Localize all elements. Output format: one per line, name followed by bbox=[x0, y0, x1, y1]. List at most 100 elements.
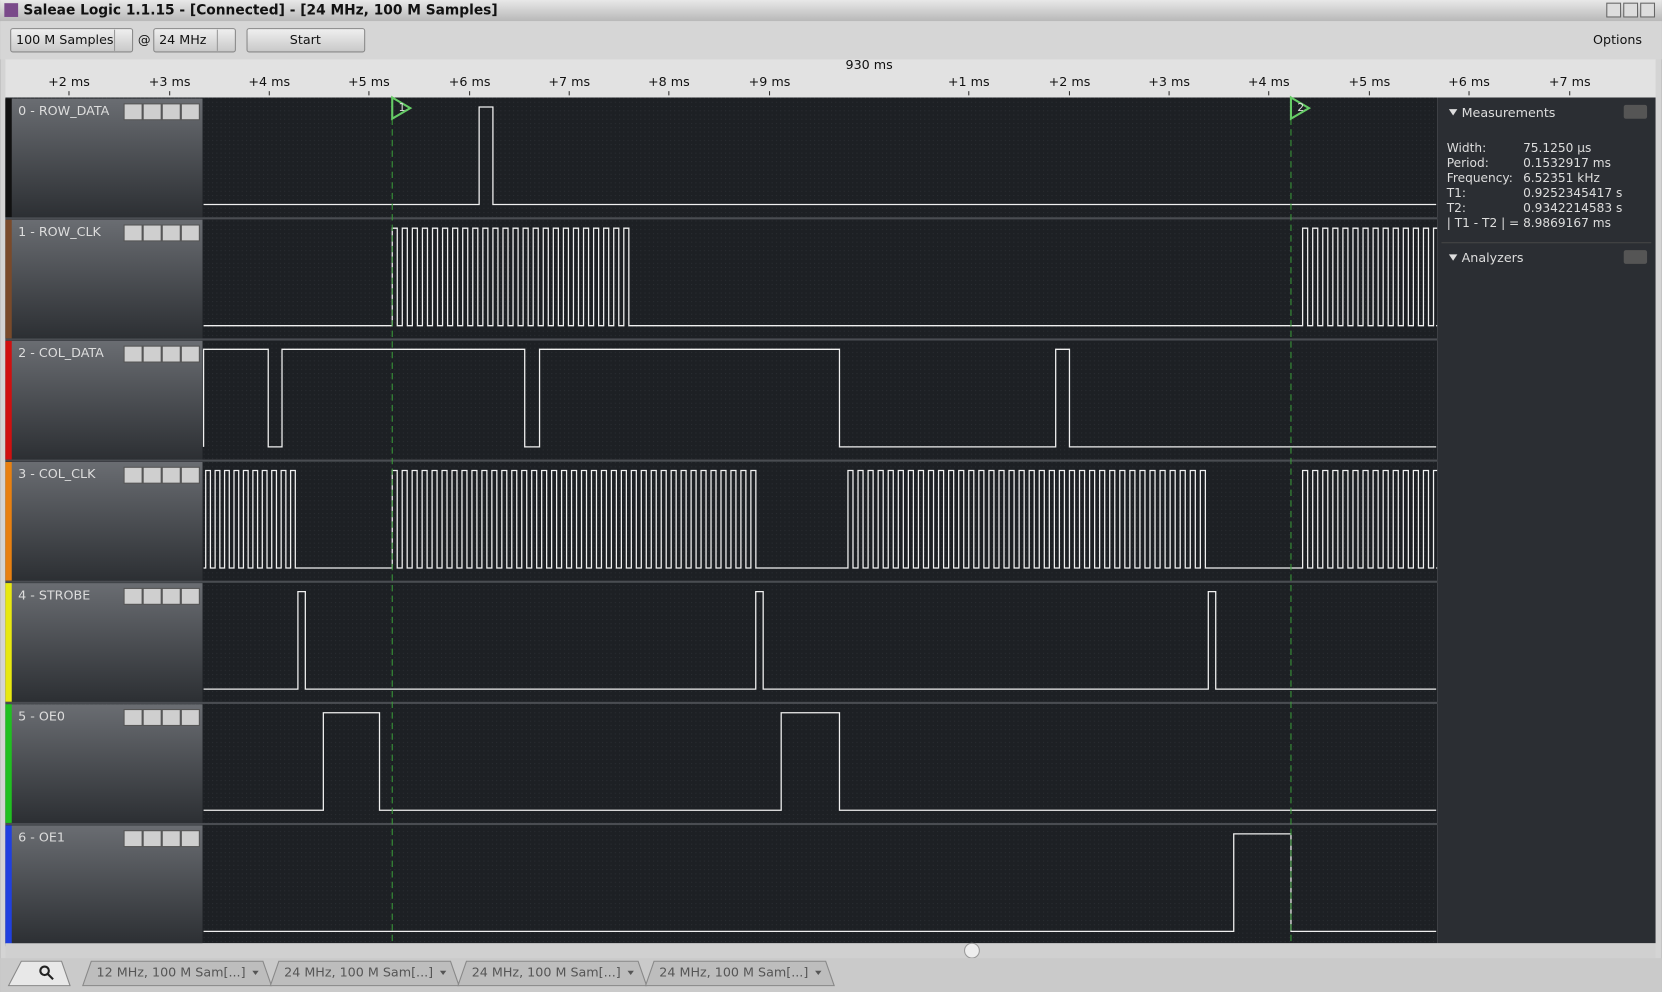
capture-tab[interactable] bbox=[457, 960, 648, 987]
channel-name: 2 - COL_DATA bbox=[18, 345, 104, 360]
tab-label: 12 MHz, 100 M Sam[...] bbox=[97, 964, 246, 979]
tab-dropdown[interactable] bbox=[439, 970, 447, 976]
channel-color-stripe bbox=[5, 98, 12, 218]
ruler-tick-label: +4 ms bbox=[1248, 74, 1290, 89]
tab-dropdown[interactable] bbox=[252, 970, 259, 976]
capture-tab[interactable] bbox=[644, 960, 835, 987]
ruler-tick-label: +2 ms bbox=[48, 74, 90, 89]
trigger-button[interactable] bbox=[142, 224, 162, 242]
waveform bbox=[203, 469, 1440, 569]
channel-row: 0 - ROW_DATA bbox=[5, 98, 1438, 220]
separator bbox=[5, 217, 1438, 220]
waveform bbox=[203, 833, 1437, 933]
trigger-button[interactable] bbox=[161, 224, 181, 242]
channel-row: 1 - ROW_CLK bbox=[5, 219, 1440, 341]
title-bar bbox=[0, 0, 1662, 22]
marker-flag[interactable] bbox=[1289, 95, 1312, 121]
measurement-value: 8.9869167 ms bbox=[1523, 216, 1611, 230]
channel-color-stripe bbox=[5, 825, 12, 945]
trigger-button[interactable] bbox=[180, 345, 200, 363]
samples-dropdown[interactable] bbox=[10, 28, 134, 53]
trigger-button[interactable] bbox=[161, 345, 181, 363]
trigger-button[interactable] bbox=[123, 830, 143, 848]
channel-row: 3 - COL_CLK bbox=[5, 461, 1440, 583]
trigger-button[interactable] bbox=[161, 709, 181, 726]
trigger-button[interactable] bbox=[142, 103, 162, 121]
channel-row: 4 - STROBE bbox=[5, 583, 1438, 704]
channel-color-stripe bbox=[5, 461, 12, 581]
waveform bbox=[203, 227, 1440, 327]
channel-name: 1 - ROW_CLK bbox=[18, 224, 101, 239]
scroll-thumb[interactable] bbox=[964, 942, 980, 959]
measurement-label: T1: bbox=[1446, 186, 1466, 200]
ruler-tick-label: +7 ms bbox=[1549, 74, 1591, 89]
ruler-tick-label: +3 ms bbox=[149, 74, 191, 89]
separator bbox=[5, 338, 1438, 341]
tab-dropdown[interactable] bbox=[627, 970, 634, 976]
channel-color-stripe bbox=[5, 704, 12, 823]
settings-button[interactable] bbox=[1623, 104, 1648, 119]
trigger-button[interactable] bbox=[123, 709, 143, 726]
trigger-button[interactable] bbox=[180, 466, 200, 484]
channel-color-stripe bbox=[5, 583, 12, 702]
samples-value: 100 M Samples bbox=[16, 32, 114, 47]
waveform bbox=[203, 590, 1437, 690]
trigger-button[interactable] bbox=[142, 587, 162, 605]
trigger-button[interactable] bbox=[123, 466, 143, 484]
ruler-tick-label: +7 ms bbox=[548, 74, 590, 89]
measurement-label: Width: bbox=[1447, 141, 1486, 155]
trigger-button[interactable] bbox=[142, 345, 162, 363]
trigger-button[interactable] bbox=[142, 830, 162, 848]
collapse-arrow[interactable] bbox=[1448, 109, 1458, 116]
measurement-value: 75.1250 µs bbox=[1523, 141, 1591, 155]
trigger-button[interactable] bbox=[161, 466, 181, 484]
add-analyzer-button[interactable] bbox=[1623, 250, 1648, 264]
channel-name: 3 - COL_CLK bbox=[18, 466, 96, 481]
trigger-button[interactable] bbox=[123, 103, 143, 121]
tab-dropdown[interactable] bbox=[815, 970, 822, 976]
trigger-button[interactable] bbox=[161, 830, 181, 848]
trigger-button[interactable] bbox=[180, 103, 200, 121]
capture-tab[interactable] bbox=[82, 960, 273, 987]
separator bbox=[5, 580, 1438, 583]
trigger-button[interactable] bbox=[161, 587, 181, 605]
time-ruler bbox=[5, 59, 1656, 98]
marker-label: 2 bbox=[1297, 102, 1304, 114]
trigger-button[interactable] bbox=[180, 830, 200, 848]
trigger-button[interactable] bbox=[142, 466, 162, 484]
window-title: Saleae Logic 1.1.15 - [Connected] - [24 … bbox=[23, 3, 497, 19]
measurement-label: Period: bbox=[1447, 156, 1489, 170]
marker-flag[interactable] bbox=[391, 95, 413, 121]
measurements-title: Measurements bbox=[1462, 105, 1556, 120]
ruler-tick-label: +9 ms bbox=[749, 74, 791, 89]
trigger-button[interactable] bbox=[180, 224, 200, 242]
analyzers-title: Analyzers bbox=[1462, 250, 1524, 265]
search-tab[interactable] bbox=[7, 960, 71, 987]
channel-name: 5 - OE0 bbox=[18, 708, 65, 723]
window-controls[interactable] bbox=[1606, 2, 1656, 18]
trigger-button[interactable] bbox=[142, 709, 162, 726]
trigger-button[interactable] bbox=[123, 224, 143, 242]
trigger-button[interactable] bbox=[123, 345, 143, 363]
rate-dropdown[interactable] bbox=[153, 28, 236, 53]
channel-color-stripe bbox=[5, 340, 12, 460]
ruler-tick-label: +4 ms bbox=[248, 74, 290, 89]
trigger-button[interactable] bbox=[180, 709, 200, 726]
ruler-tick-label: +5 ms bbox=[1349, 74, 1391, 89]
channel-name: 4 - STROBE bbox=[18, 587, 90, 602]
trigger-button[interactable] bbox=[180, 587, 200, 605]
separator bbox=[5, 701, 1438, 704]
trigger-button[interactable] bbox=[161, 103, 181, 121]
waveform bbox=[203, 106, 1437, 206]
measurement-label: Frequency: bbox=[1447, 171, 1513, 185]
collapse-arrow[interactable] bbox=[1448, 254, 1458, 261]
trigger-button[interactable] bbox=[123, 587, 143, 605]
capture-tab[interactable] bbox=[269, 960, 460, 987]
channel-row: 2 - COL_DATA bbox=[5, 340, 1438, 462]
options-menu[interactable]: Options bbox=[1593, 32, 1642, 47]
tab-label: 24 MHz, 100 M Sam[...] bbox=[284, 964, 433, 979]
scrollbar[interactable] bbox=[5, 943, 1656, 959]
channel-color-stripe bbox=[5, 219, 12, 339]
start-button[interactable] bbox=[246, 28, 366, 53]
